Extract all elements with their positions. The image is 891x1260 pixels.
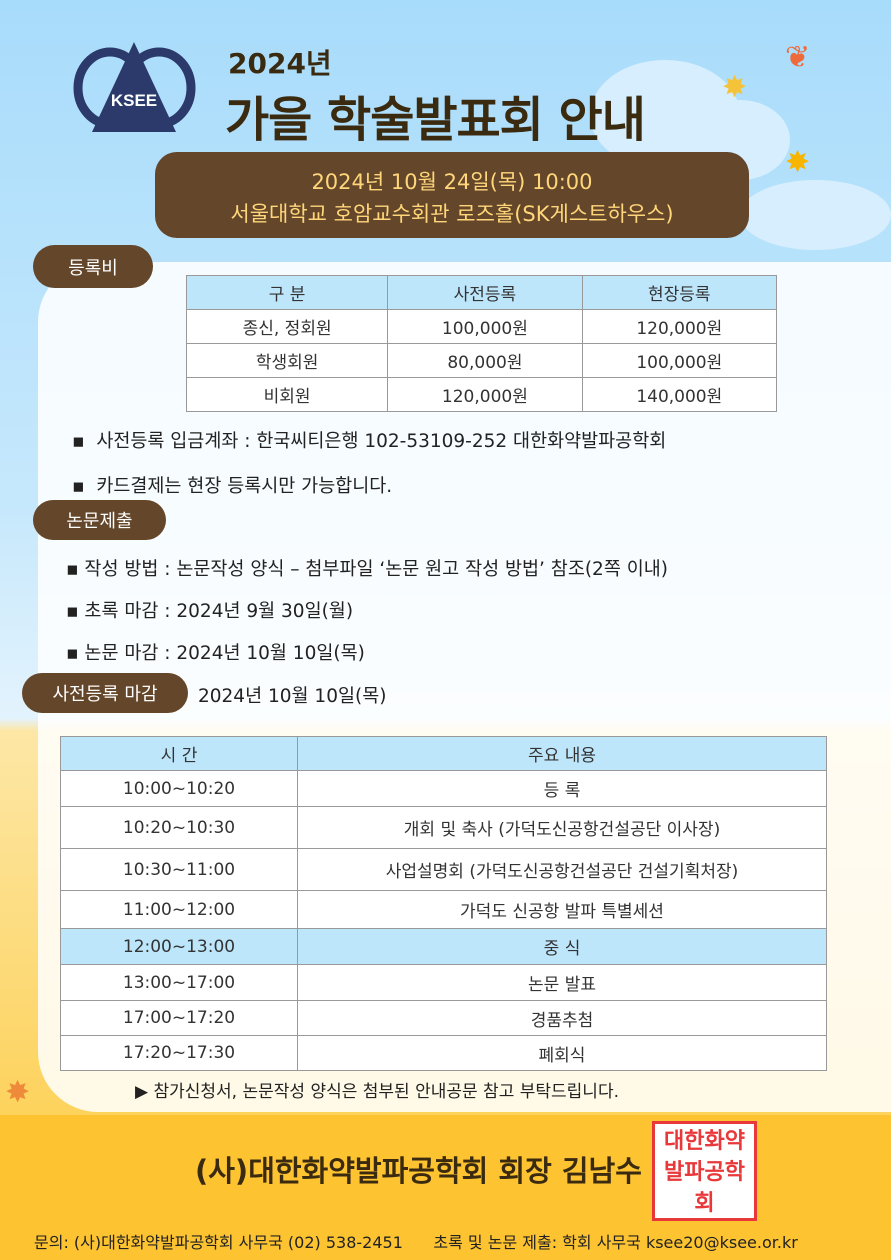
fee-cell: 100,000원 (387, 309, 583, 344)
table-row: 비회원 120,000원 140,000원 (185, 377, 778, 412)
leaf-icon: ✸ (5, 1075, 31, 1110)
fee-section-label: 등록비 (33, 245, 153, 288)
table-row: 10:20~10:30 개회 및 축사 (가덕도신공항건설공단 이사장) (60, 806, 827, 849)
schedule-time: 17:00~17:20 (60, 1000, 298, 1036)
schedule-content: 중 식 (297, 928, 827, 965)
contact-info: 문의: (사)대한화약발파공학회 사무국 (02) 538-2451 초록 및 … (34, 1233, 798, 1252)
fee-cell: 종신, 정회원 (185, 309, 389, 344)
schedule-header: 시 간 (60, 736, 298, 771)
paper-item: 초록 마감 : 2024년 9월 30일(월) (84, 601, 354, 622)
list-item: ▪ 사전등록 입금계좌 : 한국씨티은행 102-53109-252 대한화약발… (72, 431, 667, 452)
table-row: 17:00~17:20 경품추첨 (60, 1000, 827, 1036)
schedule-time: 10:00~10:20 (60, 770, 298, 807)
list-item: ▪ 작성 방법 : 논문작성 양식 – 첨부파일 ‘논문 원고 작성 방법’ 참… (66, 559, 668, 580)
official-seal: 대한화약발파공학회 (652, 1121, 757, 1221)
schedule-content: 가덕도 신공항 발파 특별세션 (297, 890, 827, 929)
fee-table: 구 분 사전등록 현장등록 종신, 정회원 100,000원 120,000원 학생회원… (185, 275, 778, 412)
schedule-table: 시 간 주요 내용 10:00~10:20 등 록 10:20~10:30 개회 및 축… (60, 736, 827, 1071)
table-row: 17:20~17:30 폐회식 (60, 1035, 827, 1071)
fee-cell: 120,000원 (387, 377, 583, 412)
leaf-icon: ❦ (785, 40, 811, 75)
deadline-label: 사전등록 마감 (22, 673, 188, 713)
schedule-time: 11:00~12:00 (60, 890, 298, 929)
schedule-time: 12:00~13:00 (60, 928, 298, 965)
ksee-logo: KSEE (73, 42, 196, 132)
list-item: ▪ 초록 마감 : 2024년 9월 30일(월) (66, 601, 354, 622)
event-info-box: 2024년 10월 24일(목) 10:00 서울대학교 호암교수회관 로즈홀(… (155, 152, 749, 238)
paper-item: 논문 마감 : 2024년 10월 10일(목) (84, 643, 365, 664)
table-row: 13:00~17:00 논문 발표 (60, 964, 827, 1001)
schedule-time: 13:00~17:00 (60, 964, 298, 1001)
schedule-header: 주요 내용 (297, 736, 827, 771)
schedule-time: 10:30~11:00 (60, 848, 298, 891)
year-heading: 2024년 (228, 47, 332, 80)
page-title: 가을 학술발표회 안내 (225, 92, 646, 148)
schedule-time: 10:20~10:30 (60, 806, 298, 849)
event-venue: 서울대학교 호암교수회관 로즈홀(SK게스트하우스) (230, 202, 674, 226)
deadline-value: 2024년 10월 10일(목) (198, 686, 387, 707)
table-row: 10:00~10:20 등 록 (60, 770, 827, 807)
schedule-content: 개회 및 축사 (가덕도신공항건설공단 이사장) (297, 806, 827, 849)
table-row: 11:00~12:00 가덕도 신공항 발파 특별세션 (60, 890, 827, 929)
event-datetime: 2024년 10월 24일(목) 10:00 (311, 170, 593, 194)
schedule-content: 폐회식 (297, 1035, 827, 1071)
schedule-time: 17:20~17:30 (60, 1035, 298, 1071)
cloud-decoration (740, 180, 891, 250)
paper-item: 작성 방법 : 논문작성 양식 – 첨부파일 ‘논문 원고 작성 방법’ 참조(… (84, 559, 668, 580)
fee-header: 현장등록 (581, 275, 778, 310)
table-row: 12:00~13:00 중 식 (60, 928, 827, 965)
fee-cell: 비회원 (185, 377, 389, 412)
fee-cell: 80,000원 (387, 343, 583, 378)
president-signature: (사)대한화약발파공학회 회장 김남수 (195, 1154, 642, 1188)
leaf-icon: ✸ (722, 70, 748, 105)
bank-account-note: 사전등록 입금계좌 : 한국씨티은행 102-53109-252 대한화약발파공… (96, 431, 667, 452)
table-row: 종신, 정회원 100,000원 120,000원 (185, 309, 778, 344)
fee-cell: 학생회원 (185, 343, 389, 378)
card-payment-note: 카드결제는 현장 등록시만 가능합니다. (96, 476, 393, 497)
schedule-content: 사업설명회 (가덕도신공항건설공단 건설기획처장) (297, 848, 827, 891)
fee-header: 사전등록 (387, 275, 583, 310)
fee-header: 구 분 (185, 275, 389, 310)
schedule-content: 논문 발표 (297, 964, 827, 1001)
fee-cell: 120,000원 (581, 309, 778, 344)
leaf-icon: ✸ (785, 145, 811, 180)
list-item: ▪ 카드결제는 현장 등록시만 가능합니다. (72, 476, 393, 497)
fee-cell: 140,000원 (581, 377, 778, 412)
schedule-content: 등 록 (297, 770, 827, 807)
attachment-note: ▶ 참가신청서, 논문작성 양식은 첨부된 안내공문 참고 부탁드립니다. (135, 1082, 619, 1102)
list-item: ▪ 논문 마감 : 2024년 10월 10일(목) (66, 643, 365, 664)
svg-text:KSEE: KSEE (111, 91, 157, 110)
paper-section-label: 논문제출 (33, 500, 166, 540)
fee-cell: 100,000원 (581, 343, 778, 378)
schedule-content: 경품추첨 (297, 1000, 827, 1036)
table-row: 학생회원 80,000원 100,000원 (185, 343, 778, 378)
table-row: 10:30~11:00 사업설명회 (가덕도신공항건설공단 건설기획처장) (60, 848, 827, 891)
